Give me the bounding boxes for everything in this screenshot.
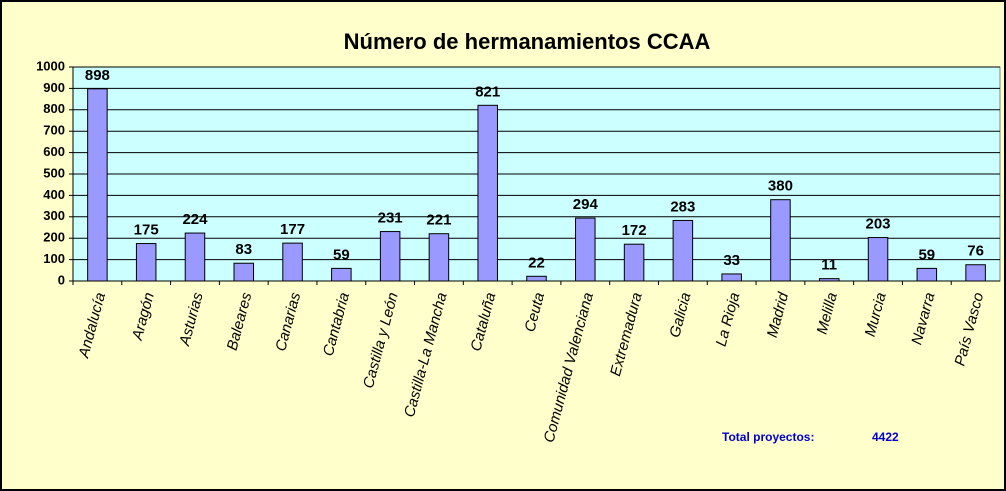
y-tick-label: 600	[43, 144, 65, 159]
y-tick-label: 700	[43, 123, 65, 138]
bar	[526, 275, 547, 282]
value-label: 283	[670, 198, 695, 215]
bar	[965, 264, 986, 282]
value-label: 11	[821, 257, 837, 274]
value-label: 231	[378, 210, 403, 227]
bar	[867, 237, 889, 282]
value-label: 221	[426, 212, 451, 229]
value-label: 59	[918, 246, 935, 263]
annotation-label: Total proyectos:	[722, 430, 814, 444]
chart-title: Número de hermanamientos CCAA	[344, 29, 711, 54]
y-tick-label: 100	[43, 251, 65, 266]
bar	[331, 267, 352, 282]
y-tick-label: 0	[58, 272, 65, 287]
value-label: 22	[528, 254, 545, 271]
bar	[623, 243, 645, 282]
value-label: 821	[475, 83, 500, 100]
bar	[916, 267, 938, 282]
y-tick-label: 200	[43, 230, 65, 245]
value-label: 175	[134, 222, 159, 239]
y-tick-label: 400	[43, 187, 65, 202]
value-label: 294	[573, 196, 599, 213]
bar	[184, 232, 206, 282]
bar	[721, 273, 742, 282]
bar	[233, 262, 255, 282]
value-label: 59	[333, 246, 350, 263]
bar	[282, 242, 303, 282]
y-tick-label: 500	[43, 165, 65, 180]
value-label: 177	[280, 221, 305, 238]
y-tick-label: 900	[43, 80, 65, 95]
value-label: 172	[622, 222, 647, 239]
bar	[87, 88, 108, 282]
bar	[379, 231, 401, 282]
y-tick-label: 300	[43, 208, 65, 223]
bar	[672, 219, 694, 282]
bar	[477, 104, 498, 282]
value-label: 898	[85, 67, 110, 84]
annotation-value: 4422	[872, 430, 899, 444]
value-label: 33	[723, 252, 740, 269]
value-label: 76	[967, 243, 984, 260]
y-tick-label: 800	[43, 101, 65, 116]
value-label: 224	[182, 211, 208, 228]
value-label: 203	[866, 216, 891, 233]
bar	[428, 233, 450, 282]
bar	[575, 217, 596, 282]
bar	[818, 278, 840, 282]
value-label: 83	[235, 241, 252, 258]
value-label: 380	[768, 178, 793, 195]
bar	[135, 243, 157, 282]
bar	[770, 199, 791, 282]
y-tick-label: 1000	[36, 58, 65, 73]
